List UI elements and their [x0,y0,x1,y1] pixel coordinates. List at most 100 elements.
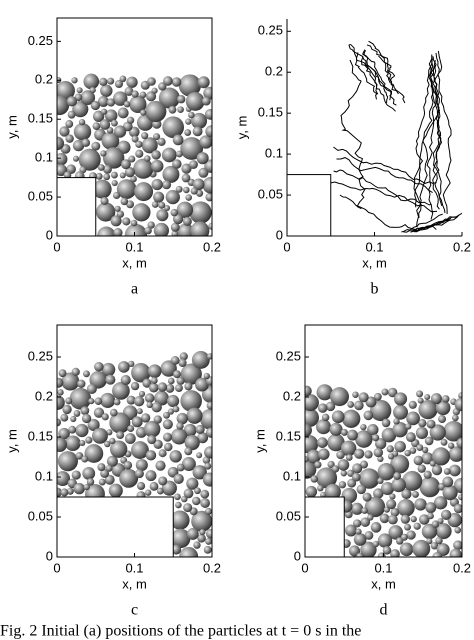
particle [131,441,149,459]
particle [119,172,126,179]
particle [58,369,67,378]
particle [454,397,462,412]
particle [429,460,436,467]
particle [94,361,104,372]
particle [137,481,146,491]
particle [111,179,118,187]
x-tick-label: 0 [53,239,60,254]
caption: Fig. 2 Initial (a) positions of the part… [0,623,361,640]
particle [147,221,155,229]
particle [109,437,116,445]
trajectory [362,49,397,106]
particle [453,540,462,551]
trajectory [333,169,432,206]
x-tick-label: 0.2 [453,239,471,254]
particle [100,150,107,157]
particle [106,126,114,134]
particle [412,491,419,498]
particle [440,509,452,521]
particle [57,451,78,472]
particle [65,435,81,452]
particle [175,185,183,193]
particle [135,458,148,472]
particle [458,392,462,399]
trajectory [411,216,458,233]
trajectory [413,60,433,219]
particle [352,391,359,398]
particle [57,152,68,166]
particle [192,126,203,137]
particle [100,84,113,97]
particle [348,545,361,557]
trajectory [432,56,443,210]
particle [435,523,452,540]
particle [145,100,167,123]
y-tick-label: 0.2 [35,388,53,403]
trajectory [330,181,438,213]
particle [73,482,85,495]
particle [162,116,185,139]
particle [350,502,364,515]
particle [146,91,157,102]
particle [400,514,410,524]
particle [63,171,72,179]
particle [81,413,92,424]
particle [117,107,129,119]
particle [153,133,161,141]
y-tick-label: 0.15 [276,428,301,443]
particle [200,408,212,430]
y-tick-label: 0.05 [258,186,283,201]
particle [92,179,112,199]
particle [389,493,396,500]
particle [447,512,462,528]
particle [190,187,198,195]
particle [145,470,157,482]
particle [373,392,382,401]
particle [341,487,358,504]
particle [147,77,156,86]
particle [324,483,341,500]
particle [102,147,125,169]
particle [431,520,440,528]
particle [179,546,199,557]
particle [373,447,383,458]
particle [391,477,406,493]
particle [190,221,210,236]
particle [181,457,196,472]
particle [171,230,179,236]
particle [104,474,115,485]
y-tick-label: 0.05 [28,508,53,523]
particle [361,507,368,514]
particle [142,378,152,388]
particle [205,528,212,539]
particle [112,191,121,200]
particle [382,546,392,555]
particle [381,388,389,396]
particle [195,377,209,392]
particle [100,392,116,409]
particle [178,74,202,97]
particle [175,384,183,392]
particle [330,387,349,407]
x-tick-label: 0 [301,560,308,575]
particle [141,132,149,140]
particle [106,455,118,467]
particle [69,387,92,410]
particle-bed [57,73,212,236]
particle-bed [57,350,212,557]
particle [170,510,190,530]
particle [305,434,319,454]
particle [73,123,92,141]
particle [208,222,212,230]
particle [205,538,212,545]
particle [317,403,328,413]
particle [164,442,173,452]
trajectory [430,64,446,214]
particle [66,487,74,495]
particle [206,401,212,410]
particle [184,382,193,391]
particle [134,469,144,479]
particle [424,393,431,400]
y-tick-label: 0.25 [28,33,53,48]
particle [135,149,144,158]
